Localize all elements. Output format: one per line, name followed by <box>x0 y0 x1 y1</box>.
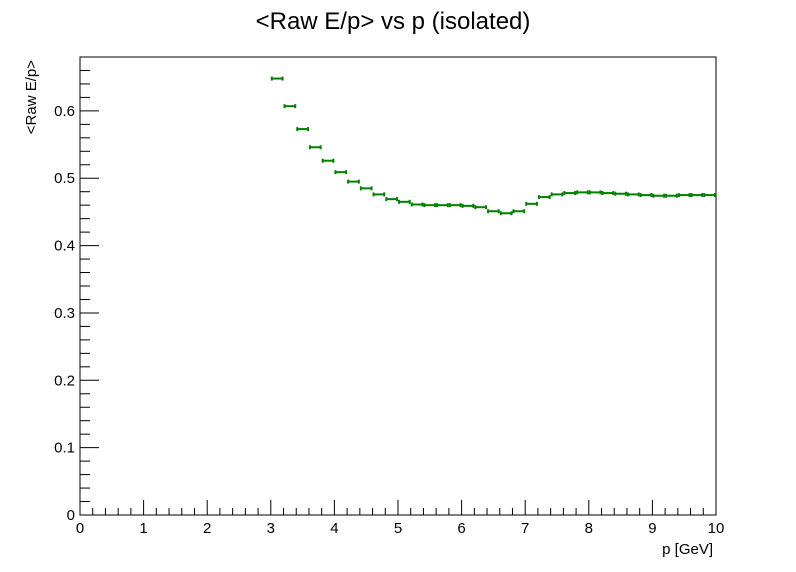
data-point <box>423 203 437 208</box>
data-point <box>410 202 424 207</box>
data-point <box>487 209 500 214</box>
data-point <box>563 191 577 196</box>
y-axis-label: <Raw E/p> <box>23 60 40 134</box>
x-tick-label: 1 <box>139 520 147 537</box>
data-point <box>537 195 551 200</box>
data-point <box>677 193 691 198</box>
data-point <box>652 193 666 198</box>
y-tick-label: 0.3 <box>54 305 75 322</box>
x-tick-label: 0 <box>76 520 84 537</box>
data-series <box>270 76 716 216</box>
data-point <box>308 145 322 150</box>
data-point <box>270 76 284 81</box>
data-point <box>601 191 615 196</box>
data-point <box>461 203 475 208</box>
data-point <box>703 193 716 198</box>
data-point <box>576 190 589 195</box>
y-tick-label: 0.4 <box>54 238 75 255</box>
data-point <box>321 158 335 163</box>
y-tick-label: 0.5 <box>54 170 75 187</box>
chart-title: <Raw E/p> vs p (isolated) <box>256 8 531 35</box>
data-point <box>474 205 488 210</box>
x-tick-label: 2 <box>203 520 211 537</box>
data-point <box>448 203 462 208</box>
y-axis: 0 0.1 0.2 0.3 0.4 0.5 0.6 <box>54 56 99 524</box>
x-tick-label: 9 <box>648 520 656 537</box>
x-tick-label: 8 <box>585 520 593 537</box>
data-point <box>626 192 640 197</box>
x-axis-label: p [GeV] <box>662 541 713 558</box>
x-tick-label: 10 <box>708 520 725 537</box>
data-point <box>359 186 373 191</box>
data-point <box>614 191 627 196</box>
x-tick-label: 3 <box>267 520 275 537</box>
x-tick-label: 4 <box>330 520 338 537</box>
data-point <box>296 127 309 132</box>
data-point <box>385 197 398 202</box>
data-point <box>499 211 513 216</box>
data-point <box>398 199 411 204</box>
data-point <box>347 179 360 184</box>
data-point <box>690 193 704 198</box>
data-point <box>665 193 678 198</box>
data-point <box>639 193 653 198</box>
data-point <box>588 190 602 195</box>
x-tick-label: 5 <box>394 520 402 537</box>
y-tick-label: 0.6 <box>54 103 75 120</box>
x-tick-label: 7 <box>521 520 529 537</box>
data-point <box>525 201 538 206</box>
data-point <box>283 104 297 109</box>
data-point <box>334 170 348 175</box>
x-axis: 0 1 2 3 4 5 6 7 8 9 10 <box>76 500 725 537</box>
data-point <box>372 192 386 197</box>
data-point <box>512 209 526 214</box>
y-tick-label: 0.1 <box>54 440 75 457</box>
data-point <box>550 192 564 197</box>
data-point <box>436 203 449 208</box>
y-tick-label: 0.2 <box>54 372 75 389</box>
y-tick-label: 0 <box>67 507 75 524</box>
x-tick-label: 6 <box>457 520 465 537</box>
plot-frame <box>79 56 717 516</box>
